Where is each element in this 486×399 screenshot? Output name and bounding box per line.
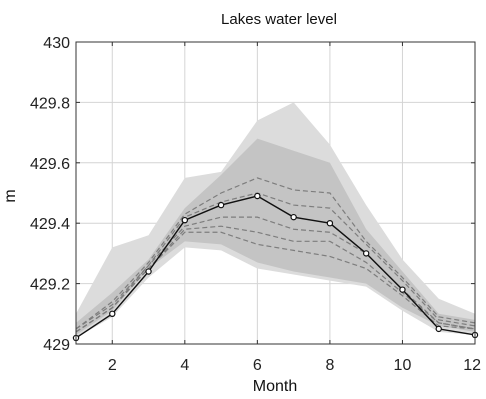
y-tick-label: 429.2 <box>30 277 70 294</box>
plot-frame <box>75 41 476 345</box>
chart-title: Lakes water level <box>221 11 337 28</box>
y-tick-label: 429.6 <box>30 156 70 173</box>
observed-point <box>145 268 152 275</box>
x-axis-label: Month <box>253 378 297 395</box>
y-tick-label: 429 <box>43 337 70 354</box>
observed-point <box>254 192 261 200</box>
y-tick-label: 429.4 <box>30 216 70 233</box>
x-tick-label: 2 <box>108 357 117 374</box>
observed-point <box>217 201 225 209</box>
y-tick-label: 430 <box>43 35 70 52</box>
x-tick-label: 10 <box>394 357 412 374</box>
x-tick-label: 4 <box>180 357 189 374</box>
observed-series <box>72 192 479 342</box>
observed-point <box>181 216 189 224</box>
quantile-line <box>75 231 476 333</box>
axis-ticks: 2 4 6 8 10 12 429 429.2 429.4 429.6 429.8 430 <box>30 35 481 374</box>
y-tick-label: 429.8 <box>30 95 70 112</box>
quantile-line <box>75 177 476 330</box>
observed-line <box>75 195 476 339</box>
x-tick-label: 6 <box>253 357 262 374</box>
observed-point <box>109 310 116 317</box>
y-axis-label: m <box>2 189 19 202</box>
observed-point <box>362 250 370 257</box>
observed-point <box>326 219 334 227</box>
x-tick-label: 8 <box>325 357 334 374</box>
observed-point <box>290 213 297 221</box>
x-tick-label: 12 <box>463 357 481 374</box>
observed-point <box>435 325 442 333</box>
observed-point <box>399 286 406 293</box>
